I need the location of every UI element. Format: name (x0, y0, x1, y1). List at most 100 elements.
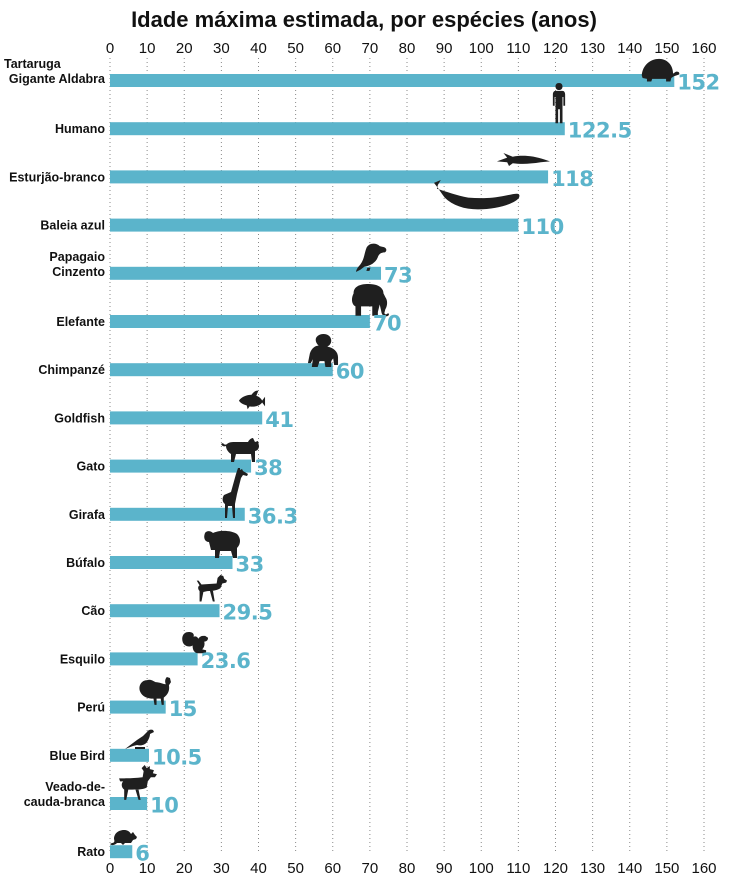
x-tick-bottom-70: 70 (362, 860, 379, 877)
bar-girafa (110, 507, 245, 521)
category-label-veado-de-cauda-branca: Veado-de-cauda-branca (24, 780, 106, 809)
category-label-humano: Humano (55, 122, 105, 136)
x-tick-top-150: 150 (654, 40, 679, 57)
x-tick-bottom-50: 50 (287, 860, 304, 877)
x-tick-top-90: 90 (436, 40, 453, 57)
category-label-tartaruga-gigante-aldabra: Tartaruga Gigante Aldabra (4, 57, 106, 86)
x-tick-bottom-110: 110 (506, 860, 530, 877)
turkey-icon (139, 677, 171, 705)
bar-gato (110, 459, 252, 473)
value-label-elefante: 70 (373, 312, 401, 336)
x-tick-top-60: 60 (324, 40, 341, 57)
category-label-esturjao-branco: Esturjão-branco (9, 170, 105, 184)
category-label-rato: Rato (77, 845, 105, 859)
x-tick-bottom-0: 0 (106, 860, 114, 877)
rat-icon (110, 830, 137, 846)
bar-cao (110, 604, 220, 618)
x-tick-bottom-30: 30 (213, 860, 230, 877)
x-tick-top-20: 20 (176, 40, 193, 57)
category-label-elefante: Elefante (56, 315, 105, 329)
x-tick-bottom-130: 130 (580, 860, 605, 877)
x-tick-top-70: 70 (362, 40, 379, 57)
x-tick-top-110: 110 (506, 40, 530, 57)
value-label-esturjao-branco: 118 (551, 167, 593, 191)
x-tick-top-130: 130 (580, 40, 605, 57)
x-tick-top-120: 120 (543, 40, 568, 57)
dog-icon (196, 575, 228, 602)
category-label-blue-bird: Blue Bird (49, 749, 105, 763)
squirrel-icon (182, 631, 209, 654)
x-tick-top-100: 100 (469, 40, 494, 57)
x-tick-bottom-90: 90 (436, 860, 453, 877)
giraffe-icon (222, 468, 248, 518)
value-label-goldfish: 41 (265, 408, 293, 432)
cat-icon (221, 438, 259, 462)
elephant-icon (351, 284, 390, 317)
bar-tartaruga-gigante-aldabra (110, 74, 675, 87)
parrot-icon (356, 243, 387, 272)
category-label-esquilo: Esquilo (60, 652, 106, 666)
value-label-rato: 6 (135, 842, 149, 866)
category-label-baleia-azul: Baleia azul (40, 219, 105, 233)
category-label-gato: Gato (77, 460, 106, 474)
bar-blue-bird (110, 748, 149, 762)
sturgeon-icon (496, 153, 550, 167)
value-label-girafa: 36.3 (248, 504, 298, 528)
value-label-bufalo: 33 (236, 553, 264, 577)
chart-title: Idade máxima estimada, por espécies (ano… (131, 7, 597, 32)
x-tick-top-80: 80 (399, 40, 416, 57)
whale-icon (433, 180, 520, 210)
bar-chimpanze (110, 363, 333, 377)
bar-peru (110, 700, 166, 714)
category-label-bufalo: Búfalo (66, 556, 105, 570)
bar-baleia-azul (110, 218, 519, 232)
x-tick-bottom-10: 10 (139, 860, 156, 877)
bluebird-icon (125, 729, 154, 749)
x-tick-bottom-20: 20 (176, 860, 193, 877)
buffalo-icon (204, 530, 240, 558)
value-label-tartaruga-gigante-aldabra: 152 (677, 71, 719, 95)
category-label-papagaio-cinzento: Papagaio Cinzento (49, 250, 105, 279)
x-tick-top-0: 0 (106, 40, 114, 57)
bar-humano (110, 122, 565, 136)
x-tick-bottom-40: 40 (250, 860, 267, 877)
tortoise-icon (641, 58, 680, 82)
value-label-papagaio-cinzento: 73 (384, 263, 412, 287)
category-label-girafa: Girafa (69, 508, 106, 522)
chimpanzee-icon (307, 334, 339, 367)
value-label-veado-de-cauda-branca: 10 (150, 794, 178, 818)
bar-esturjao-branco (110, 170, 549, 184)
goldfish-icon (238, 390, 266, 410)
value-label-chimpanze: 60 (336, 360, 364, 384)
x-tick-top-10: 10 (139, 40, 156, 57)
x-tick-top-40: 40 (250, 40, 267, 57)
bar-rato (110, 845, 133, 859)
human-icon (552, 83, 566, 124)
x-tick-bottom-60: 60 (324, 860, 341, 877)
bar-veado-de-cauda-branca (110, 797, 148, 810)
value-label-peru: 15 (169, 697, 197, 721)
x-tick-top-30: 30 (213, 40, 230, 57)
bar-bufalo (110, 556, 233, 569)
bar-papagaio-cinzento (110, 266, 382, 280)
value-label-esquilo: 23.6 (201, 649, 251, 673)
x-tick-bottom-150: 150 (654, 860, 679, 877)
category-label-cao: Cão (81, 604, 105, 618)
category-label-goldfish: Goldfish (54, 411, 105, 425)
value-label-gato: 38 (254, 456, 282, 480)
x-tick-bottom-140: 140 (617, 860, 642, 877)
category-label-peru: Perú (77, 701, 105, 715)
value-label-cao: 29.5 (223, 601, 273, 625)
bar-elefante (110, 315, 370, 328)
x-tick-bottom-100: 100 (469, 860, 494, 877)
x-tick-bottom-80: 80 (399, 860, 416, 877)
x-tick-bottom-120: 120 (543, 860, 568, 877)
x-tick-top-140: 140 (617, 40, 642, 57)
x-tick-top-160: 160 (691, 40, 716, 57)
value-label-baleia-azul: 110 (521, 215, 563, 239)
x-tick-top-50: 50 (287, 40, 304, 57)
deer-icon (119, 765, 157, 800)
bar-esquilo (110, 652, 198, 666)
value-label-blue-bird: 10.5 (152, 745, 202, 769)
